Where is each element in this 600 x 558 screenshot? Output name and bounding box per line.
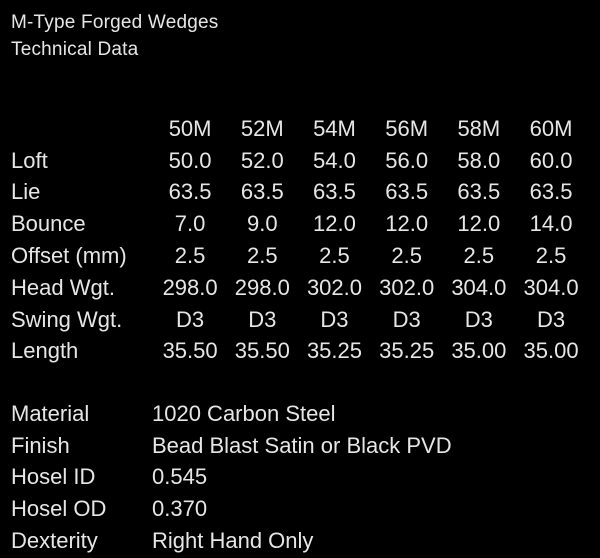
spec-table: 50M 52M 54M 56M 58M 60M Loft 50.0 52.0 54.0… <box>9 113 587 367</box>
spec-cell: 2.5 <box>391 243 422 269</box>
spec-cell: 35.50 <box>234 338 290 364</box>
spec-row-label: Length <box>11 338 79 364</box>
info-table-body: Material 1020 Carbon Steel Finish Bead Blas… <box>9 398 452 557</box>
spec-row: Length 35.50 35.50 35.25 35.25 35.00 35.00 <box>9 336 587 368</box>
info-row: Dexterity Right Hand Only <box>9 525 452 557</box>
spec-cell: D3 <box>176 306 205 332</box>
spec-cell: 60.0 <box>529 147 573 173</box>
spec-row: Offset (mm) 2.5 2.5 2.5 2.5 2.5 2.5 <box>9 240 587 272</box>
spec-cell: D3 <box>464 306 493 332</box>
spec-cell: 302.0 <box>306 274 362 300</box>
spec-cell: 14.0 <box>529 211 573 237</box>
spec-cell: 2.5 <box>535 243 567 269</box>
spec-header-row: 50M 52M 54M 56M 58M 60M <box>9 113 587 145</box>
spec-cell: 2.5 <box>246 243 278 269</box>
spec-cell: 63.5 <box>168 179 212 205</box>
spec-cell: 302.0 <box>379 274 435 300</box>
spec-cell: 50.0 <box>168 147 212 173</box>
info-label: Hosel ID <box>11 464 96 490</box>
spec-cell: 35.25 <box>306 338 362 364</box>
column-header: 52M <box>240 115 284 141</box>
column-header: 54M <box>313 115 356 141</box>
spec-row-label: Bounce <box>11 211 86 237</box>
spec-cell: 35.00 <box>523 338 579 364</box>
info-table: Material 1020 Carbon Steel Finish Bead Blas… <box>9 398 452 557</box>
spec-cell: 12.0 <box>313 211 356 237</box>
spec-cell: 52.0 <box>240 147 284 173</box>
spec-cell: D3 <box>248 306 277 332</box>
info-label: Dexterity <box>11 528 98 554</box>
info-row: Finish Bead Blast Satin or Black PVD <box>9 430 452 462</box>
spec-cell: 2.5 <box>463 243 495 269</box>
spec-cell: 35.50 <box>162 338 218 364</box>
column-header: 58M <box>457 115 501 141</box>
spec-cell: D3 <box>392 306 421 332</box>
spec-cell: 304.0 <box>451 274 507 300</box>
spec-cell: 298.0 <box>162 274 218 300</box>
spec-cell: 63.5 <box>457 179 501 205</box>
info-value: 0.545 <box>152 464 208 490</box>
spec-row: Swing Wgt. D3 D3 D3 D3 D3 D3 <box>9 304 587 336</box>
spec-cell: 12.0 <box>457 211 501 237</box>
spec-cell: 9.0 <box>246 211 278 237</box>
spec-row-label: Head Wgt. <box>11 274 115 300</box>
spec-row-label: Offset (mm) <box>11 243 127 269</box>
info-row: Hosel OD 0.370 <box>9 493 452 525</box>
title-line-product: M-Type Forged Wedges <box>11 12 219 33</box>
spec-cell: 7.0 <box>174 211 206 237</box>
title-line-subtitle: Technical Data <box>11 39 139 60</box>
spec-cell: D3 <box>536 306 566 332</box>
info-value: 0.370 <box>152 496 208 522</box>
info-label: Finish <box>11 432 70 458</box>
spec-header-corner <box>9 113 154 145</box>
spec-row: Head Wgt. 298.0 298.0 302.0 302.0 304.0 304.0 <box>9 272 587 304</box>
spec-cell: 63.5 <box>240 179 284 205</box>
spec-cell: 56.0 <box>385 147 429 173</box>
info-value: 1020 Carbon Steel <box>152 400 336 426</box>
info-label: Material <box>11 400 90 426</box>
page-title: M-Type Forged Wedges Technical Data <box>11 9 218 63</box>
info-value: Bead Blast Satin or Black PVD <box>152 432 452 458</box>
spec-cell: 2.5 <box>319 243 350 269</box>
info-row: Hosel ID 0.545 <box>9 462 452 494</box>
spec-row-label: Lie <box>11 179 41 205</box>
spec-cell: 12.0 <box>385 211 429 237</box>
spec-row-label: Loft <box>11 147 48 173</box>
spec-cell: 63.5 <box>385 179 429 205</box>
spec-cell: 2.5 <box>174 243 206 269</box>
column-header: 60M <box>529 115 573 141</box>
column-header: 56M <box>385 115 429 141</box>
spec-cell: 298.0 <box>234 274 290 300</box>
spec-row: Bounce 7.0 9.0 12.0 12.0 12.0 14.0 <box>9 208 587 240</box>
column-header: 50M <box>168 115 212 141</box>
info-row: Material 1020 Carbon Steel <box>9 398 452 430</box>
spec-cell: 35.25 <box>379 338 435 364</box>
spec-cell: D3 <box>320 306 349 332</box>
spec-cell: 54.0 <box>313 147 356 173</box>
spec-cell: 63.5 <box>313 179 356 205</box>
info-value: Right Hand Only <box>152 528 314 554</box>
spec-cell: 58.0 <box>457 147 501 173</box>
spec-row-label: Swing Wgt. <box>11 306 123 332</box>
spec-table-body: Loft 50.0 52.0 54.0 56.0 58.0 60.0 Lie 63.5 63.5 6… <box>9 145 587 368</box>
spec-cell: 63.5 <box>529 179 573 205</box>
spec-cell: 35.00 <box>451 338 507 364</box>
spec-row: Lie 63.5 63.5 63.5 63.5 63.5 63.5 <box>9 177 587 209</box>
spec-cell: 304.0 <box>523 274 579 300</box>
spec-row: Loft 50.0 52.0 54.0 56.0 58.0 60.0 <box>9 145 587 177</box>
info-label: Hosel OD <box>11 496 107 522</box>
